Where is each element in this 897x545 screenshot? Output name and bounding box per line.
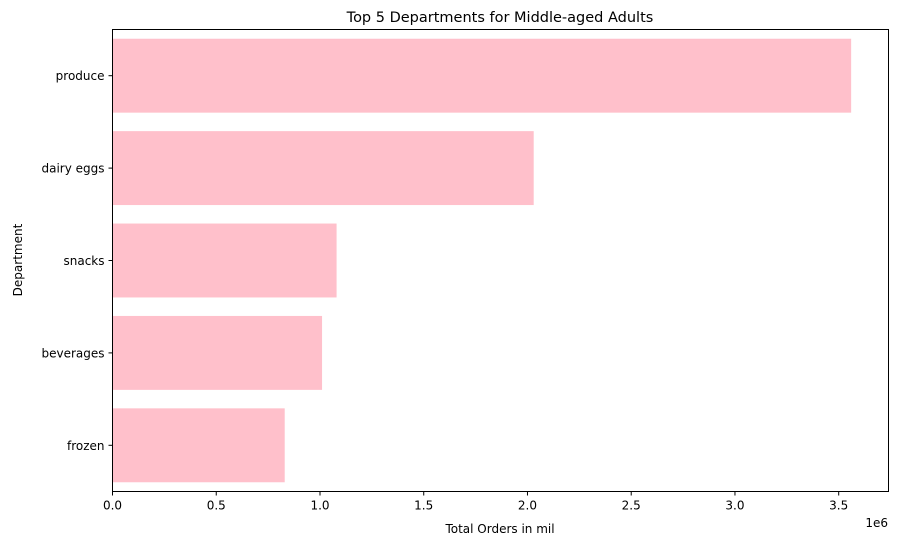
x-tick-label: 1.5 bbox=[414, 499, 433, 513]
y-ticks: produce dairy eggs snacks beverages frozen bbox=[41, 69, 113, 453]
y-tick-label: frozen bbox=[67, 439, 105, 453]
bars-group bbox=[112, 38, 852, 483]
bar-beverages bbox=[112, 315, 323, 390]
x-tick-label: 1.0 bbox=[310, 499, 329, 513]
x-tick-label: 3.5 bbox=[829, 499, 848, 513]
bar-snacks bbox=[112, 223, 337, 298]
x-axis-label: Total Orders in mil bbox=[444, 522, 554, 536]
bar-dairy-eggs bbox=[112, 131, 534, 206]
x-tick-label: 2.5 bbox=[622, 499, 641, 513]
x-tick-label: 0.0 bbox=[103, 499, 122, 513]
x-ticks: 0.0 0.5 1.0 1.5 2.0 2.5 3.0 3.5 bbox=[103, 491, 848, 513]
x-tick-label: 3.0 bbox=[725, 499, 744, 513]
x-tick-label: 2.0 bbox=[518, 499, 537, 513]
x-offset-label: 1e6 bbox=[865, 516, 888, 530]
bar-produce bbox=[112, 38, 852, 113]
y-tick-label: dairy eggs bbox=[41, 162, 104, 176]
y-axis-label: Department bbox=[11, 223, 25, 296]
y-tick-label: produce bbox=[56, 69, 105, 83]
x-tick-label: 0.5 bbox=[207, 499, 226, 513]
y-tick-label: snacks bbox=[63, 254, 104, 268]
bar-frozen bbox=[112, 408, 285, 483]
y-tick-label: beverages bbox=[41, 346, 104, 360]
chart-title: Top 5 Departments for Middle-aged Adults bbox=[346, 10, 654, 26]
